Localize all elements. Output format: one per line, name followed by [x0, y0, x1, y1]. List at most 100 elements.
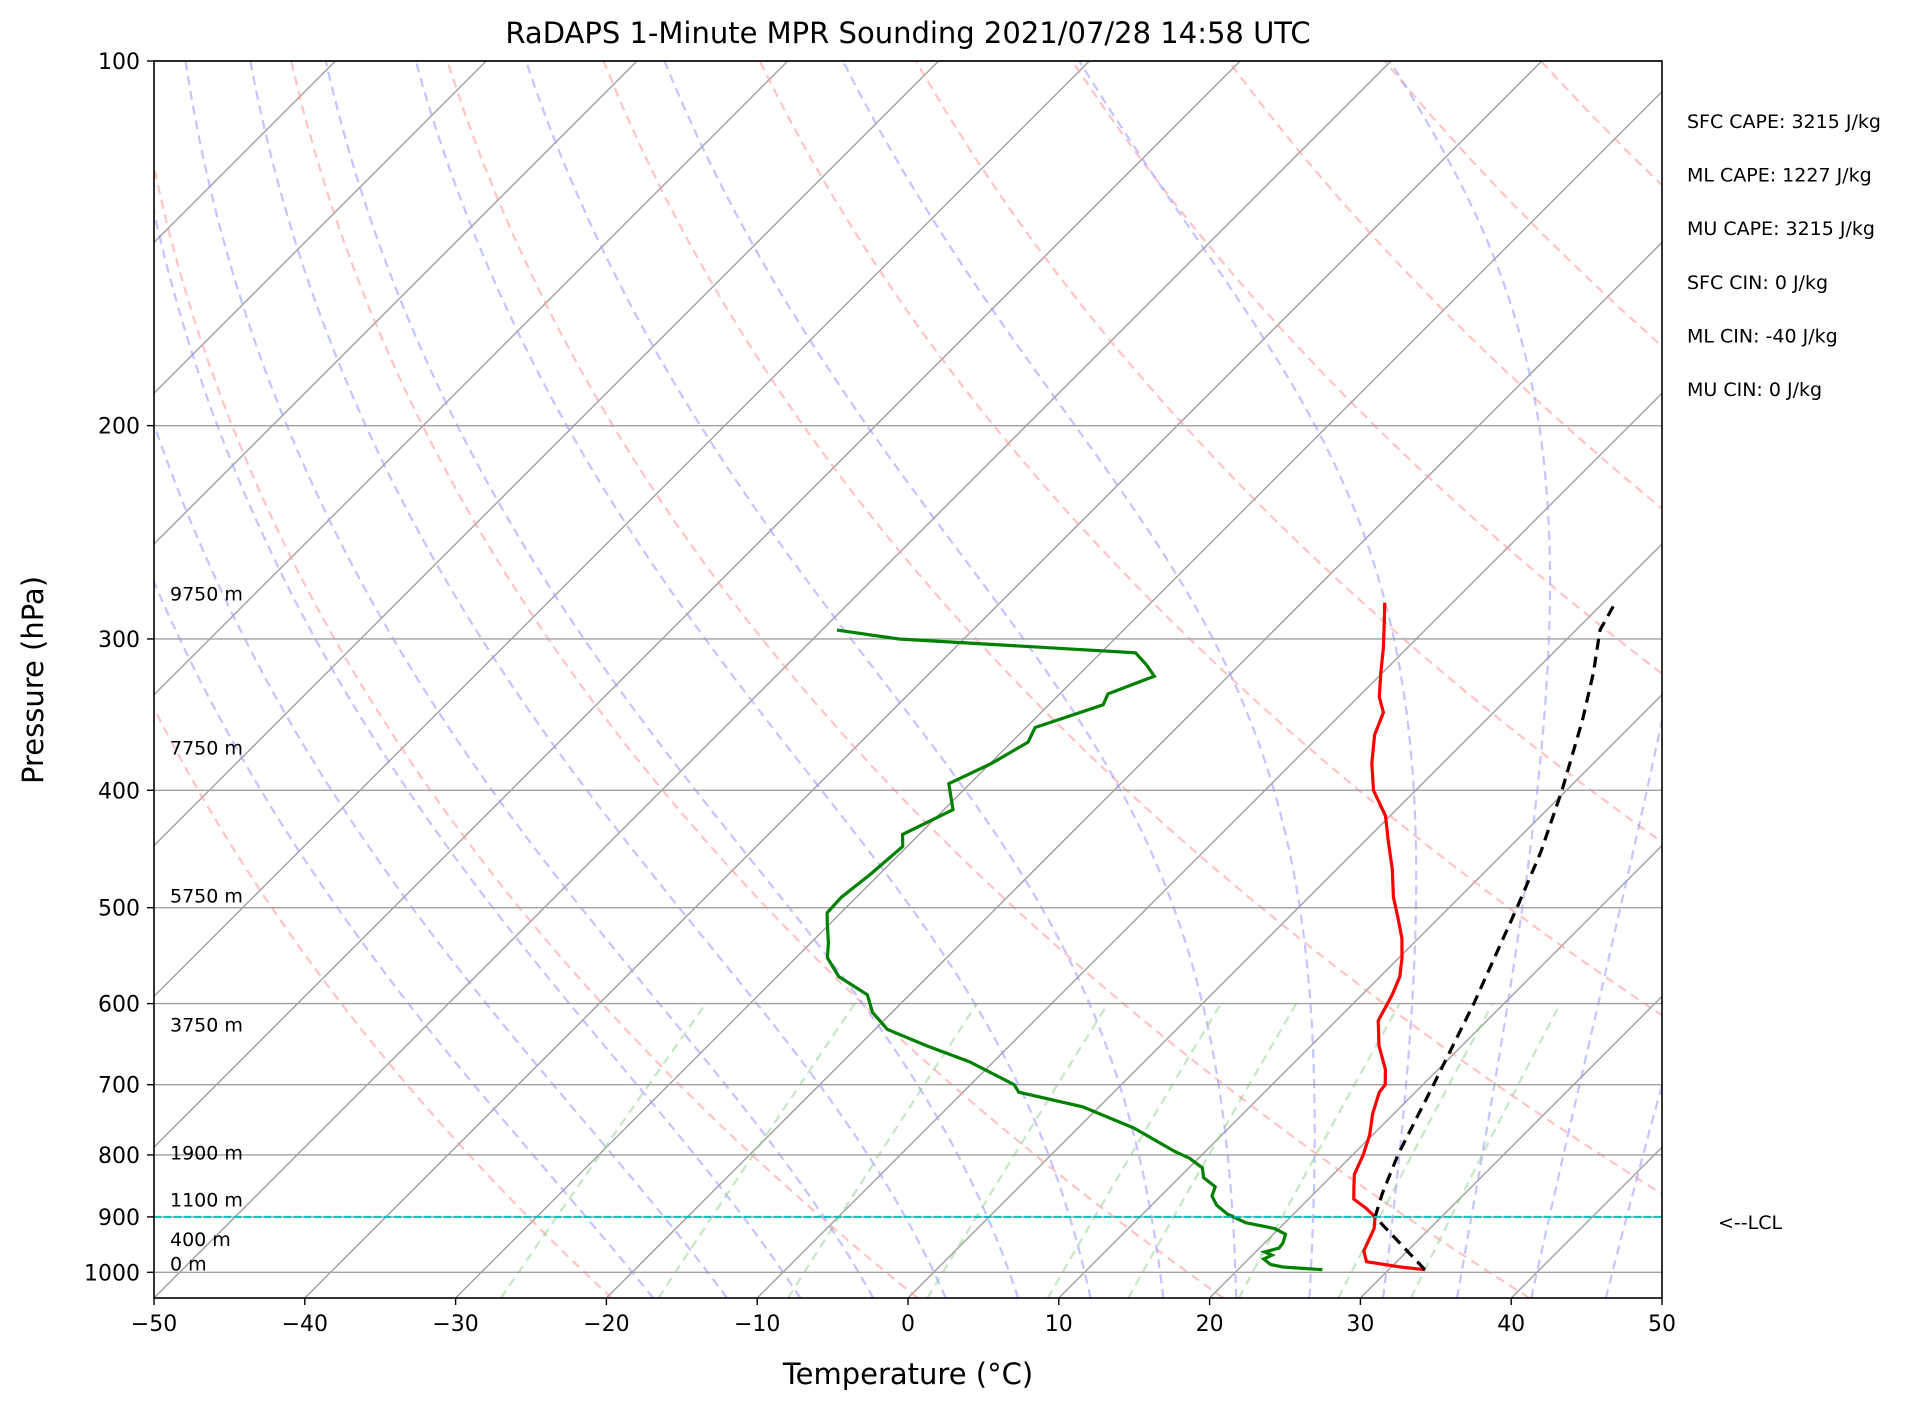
- dry-adiabat-line: [1227, 61, 1662, 510]
- x-tick-label: −10: [734, 1312, 780, 1337]
- mixing-ratio-line: [1337, 1003, 1494, 1298]
- x-tick-label: −40: [282, 1312, 328, 1337]
- height-label: 400 m: [170, 1229, 231, 1251]
- isotherm-line: [1359, 995, 1662, 1298]
- y-tick-label: 800: [98, 1144, 140, 1169]
- y-axis-label: Pressure (hPa): [16, 576, 50, 784]
- x-tick-label: 30: [1346, 1312, 1374, 1337]
- stat-annotation: SFC CIN: 0 J/kg: [1687, 272, 1828, 294]
- x-tick-label: 10: [1045, 1312, 1073, 1337]
- isotherm-line: [1510, 1146, 1662, 1298]
- isotherm-line: [1661, 1297, 1662, 1298]
- moist-adiabat-line: [154, 579, 655, 1298]
- moist-adiabat-line: [1604, 1081, 1662, 1298]
- sounding-traces: [825, 602, 1615, 1272]
- dry-adiabat-line: [1539, 61, 1662, 187]
- isotherm-line: [154, 61, 336, 244]
- y-tick-label: 500: [98, 897, 140, 922]
- isotherm-line: [154, 61, 789, 696]
- dry-adiabat-line: [154, 162, 919, 1298]
- dry-adiabat-line: [1383, 61, 1662, 348]
- y-tick-label: 900: [98, 1206, 140, 1231]
- isotherm-line: [154, 61, 1392, 1298]
- moist-adiabat-line: [154, 420, 728, 1298]
- mixing-ratio-line: [1237, 1003, 1401, 1298]
- moist-adiabat-line: [842, 61, 1316, 1298]
- stat-annotation: ML CIN: -40 J/kg: [1687, 325, 1838, 347]
- lcl-label: <--LCL: [1718, 1212, 1782, 1234]
- isotherm-line: [154, 61, 638, 545]
- mixing-ratio-line: [499, 1002, 707, 1298]
- index-annotations: SFC CAPE: 3215 J/kg ML CAPE: 1227 J/kg MU …: [1687, 111, 1881, 401]
- moist-adiabat-line: [663, 61, 1238, 1298]
- x-tick-label: 50: [1648, 1312, 1676, 1337]
- stat-annotation: ML CAPE: 1227 J/kg: [1687, 165, 1872, 187]
- dry-adiabat-line: [1071, 61, 1662, 676]
- y-tick-label: 600: [98, 993, 140, 1018]
- stat-annotation: MU CIN: 0 J/kg: [1687, 379, 1822, 401]
- moist-adiabat-line: [184, 61, 875, 1298]
- isotherm-line: [304, 61, 1543, 1298]
- height-label: 0 m: [170, 1253, 207, 1275]
- isotherm-line: [154, 61, 1090, 998]
- x-tick-label: −50: [131, 1312, 177, 1337]
- dry-adiabat-line: [1853, 61, 1925, 1298]
- mixing-ratio-line: [926, 1003, 1109, 1298]
- x-axis-ticks: −50 −40 −30 −20 −10 0 10 20 30 40 50: [131, 1298, 1676, 1337]
- isotherm-line: [154, 61, 940, 847]
- height-label: 3750 m: [170, 1014, 243, 1036]
- isotherm-line: [907, 543, 1662, 1298]
- isotherm-line: [605, 241, 1662, 1298]
- moist-adiabat-line: [1388, 61, 1552, 1298]
- stat-annotation: MU CAPE: 3215 J/kg: [1687, 218, 1875, 240]
- moist-adiabat-line: [249, 61, 947, 1298]
- height-label: 1900 m: [170, 1142, 243, 1164]
- stat-annotation: SFC CAPE: 3215 J/kg: [1687, 111, 1881, 133]
- mixing-ratio-line: [657, 1002, 856, 1298]
- isotherm-line: [1209, 844, 1662, 1298]
- y-tick-label: 400: [98, 779, 140, 804]
- dry-adiabat-line: [154, 706, 613, 1298]
- y-axis-ticks: 1000 900 800 700 600 500 400 300 200 100: [84, 50, 154, 1286]
- height-label: 5750 m: [170, 886, 243, 908]
- height-label: 7750 m: [170, 737, 243, 759]
- chart-title: RaDAPS 1-Minute MPR Sounding 2021/07/28 …: [505, 16, 1310, 50]
- dry-adiabat-line: [1697, 61, 1925, 1298]
- moist-adiabat-line: [1530, 715, 1662, 1298]
- x-tick-label: −20: [583, 1312, 629, 1337]
- mixing-ratio-line: [1410, 1003, 1562, 1298]
- isotherm-line: [756, 392, 1662, 1298]
- isotherm-line: [455, 90, 1662, 1298]
- moist-adiabat-line: [1078, 61, 1418, 1298]
- dry-adiabat-line: [446, 61, 1530, 1298]
- x-axis-label: Temperature (°C): [782, 1357, 1033, 1391]
- y-tick-label: 100: [98, 50, 140, 75]
- x-tick-label: −30: [432, 1312, 478, 1337]
- dewpoint-profile: [825, 628, 1323, 1272]
- dry-adiabat-line: [290, 61, 1225, 1298]
- y-tick-label: 200: [98, 415, 140, 440]
- height-label: 1100 m: [170, 1190, 243, 1212]
- x-tick-label: 0: [901, 1312, 915, 1337]
- y-tick-label: 1000: [84, 1261, 140, 1286]
- mixing-ratio-line: [1046, 1003, 1222, 1298]
- y-tick-label: 300: [98, 628, 140, 653]
- dry-adiabat-line: [914, 61, 1662, 844]
- parcel-profile: [1373, 605, 1615, 1271]
- dry-adiabat-line: [758, 61, 1662, 1017]
- height-label: 9750 m: [170, 584, 243, 606]
- background-lines: [154, 61, 1925, 1298]
- x-tick-label: 20: [1196, 1312, 1224, 1337]
- x-tick-label: 40: [1497, 1312, 1525, 1337]
- y-tick-label: 700: [98, 1074, 140, 1099]
- temperature-profile: [1352, 602, 1426, 1272]
- lcl-group: <--LCL: [154, 1212, 1782, 1234]
- mixing-ratio-line: [787, 1002, 978, 1298]
- isotherm-line: [1058, 693, 1662, 1298]
- isotherm-line: [154, 61, 1241, 1149]
- dry-adiabat-line: [602, 61, 1662, 1196]
- moist-adiabat-line: [154, 206, 802, 1298]
- isotherm-line: [154, 61, 487, 395]
